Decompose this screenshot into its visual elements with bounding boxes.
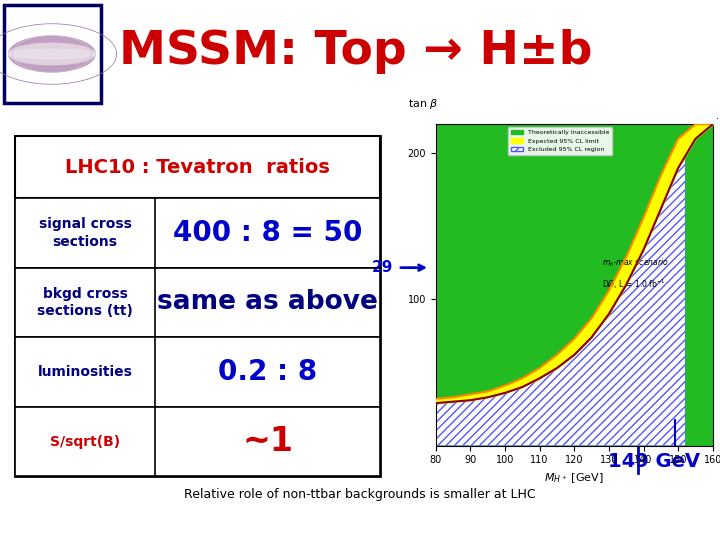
Polygon shape (9, 43, 95, 65)
Bar (15, 136, 380, 476)
Text: luminosities: luminosities (37, 365, 132, 379)
Text: signal cross
sections: signal cross sections (39, 217, 132, 248)
Text: same as above: same as above (157, 289, 378, 315)
Polygon shape (9, 36, 95, 72)
Bar (4, 5, 101, 103)
Legend: Theoretically Inaccessible, Expected 95% CL limit, Excluded 95% CL region: Theoretically Inaccessible, Expected 95%… (508, 127, 612, 154)
Polygon shape (9, 49, 95, 59)
Text: 29: 29 (372, 260, 393, 275)
Text: D$\O$, L = 1.0 fb$^{-1}$: D$\O$, L = 1.0 fb$^{-1}$ (602, 278, 665, 291)
Text: 0.2 : 8: 0.2 : 8 (218, 358, 317, 386)
Text: 400 : 8 = 50: 400 : 8 = 50 (173, 219, 362, 247)
Text: LHC10 : Tevatron  ratios: LHC10 : Tevatron ratios (65, 158, 330, 177)
Bar (15, 338, 380, 407)
Bar (15, 268, 380, 338)
Text: ..: .. (716, 111, 720, 121)
Text: bkgd cross
sections (tt): bkgd cross sections (tt) (37, 287, 133, 318)
Text: LHC Physics Workshop, TIFR, Mumbai, Oct 24 2009: LHC Physics Workshop, TIFR, Mumbai, Oct … (266, 519, 550, 529)
Bar (15, 198, 380, 268)
Text: S/sqrt(B): S/sqrt(B) (50, 435, 120, 449)
Text: MSSM: Top → H±b: MSSM: Top → H±b (119, 29, 593, 75)
Bar (15, 407, 380, 476)
Text: ~1: ~1 (242, 425, 293, 458)
Text: 149 GeV: 149 GeV (608, 453, 700, 471)
Text: tan $\beta$: tan $\beta$ (408, 97, 438, 111)
Text: Relative role of non-ttbar backgrounds is smaller at LHC: Relative role of non-ttbar backgrounds i… (184, 488, 536, 501)
X-axis label: $M_{H^+}$ [GeV]: $M_{H^+}$ [GeV] (544, 471, 604, 484)
Bar (15, 136, 380, 198)
Text: Andrey Korytov, UF: Andrey Korytov, UF (14, 519, 122, 529)
Text: $m_h$-max scenario: $m_h$-max scenario (602, 256, 669, 269)
